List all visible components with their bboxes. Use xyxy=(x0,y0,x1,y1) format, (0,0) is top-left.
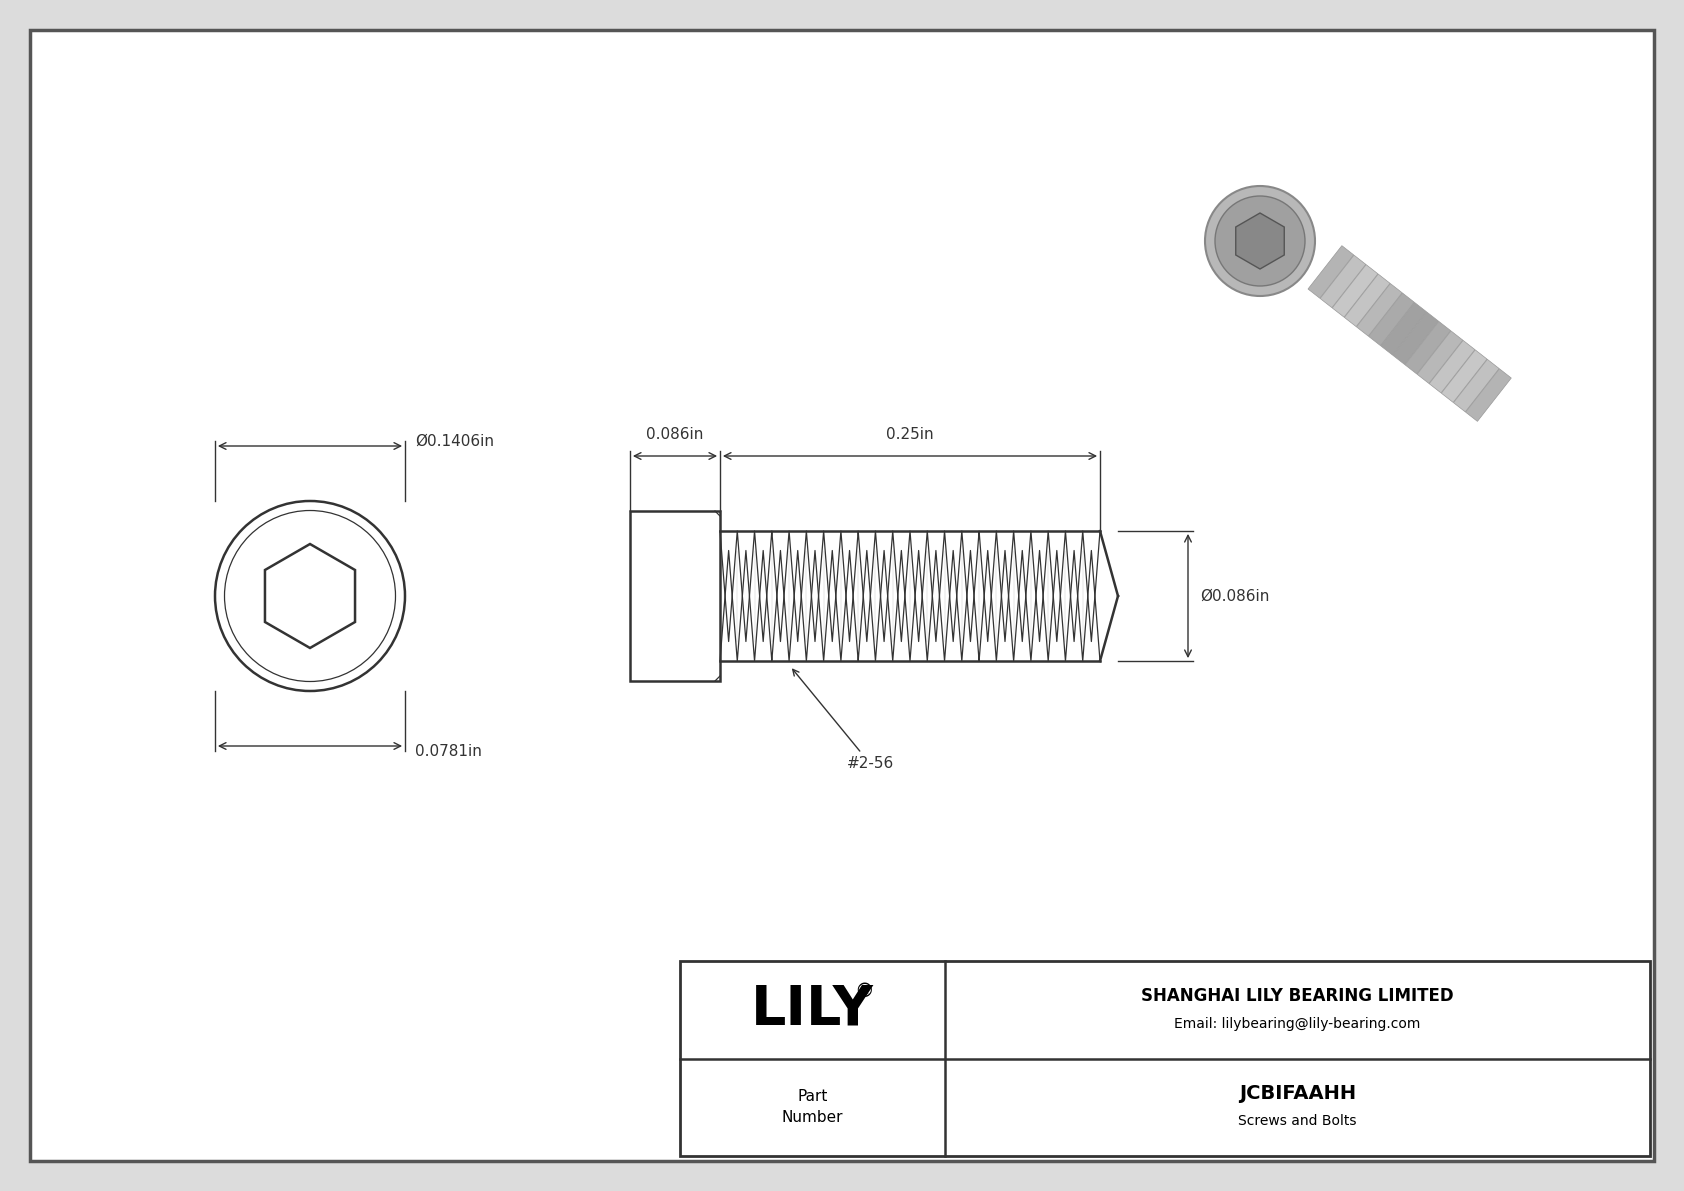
Bar xyxy=(1381,303,1426,355)
Bar xyxy=(1320,255,1366,307)
Polygon shape xyxy=(264,544,355,648)
Polygon shape xyxy=(1236,213,1285,269)
Text: Part
Number: Part Number xyxy=(781,1090,844,1125)
Text: 0.086in: 0.086in xyxy=(647,428,704,442)
Bar xyxy=(1344,274,1389,326)
Bar xyxy=(1442,350,1487,403)
Text: 0.25in: 0.25in xyxy=(886,428,935,442)
Text: Ø0.086in: Ø0.086in xyxy=(1201,588,1270,604)
Text: LILY: LILY xyxy=(751,983,874,1036)
Bar xyxy=(680,961,1650,1156)
Bar xyxy=(1369,293,1415,345)
Text: Ø0.1406in: Ø0.1406in xyxy=(414,434,493,449)
Circle shape xyxy=(224,511,396,681)
Text: ®: ® xyxy=(855,983,874,1002)
Bar xyxy=(1453,360,1499,412)
Text: 0.0781in: 0.0781in xyxy=(414,743,482,759)
Text: SHANGHAI LILY BEARING LIMITED: SHANGHAI LILY BEARING LIMITED xyxy=(1142,987,1453,1005)
Bar xyxy=(1332,264,1378,317)
Bar xyxy=(1357,283,1403,336)
Bar xyxy=(1404,322,1450,374)
Bar xyxy=(1430,341,1475,393)
Ellipse shape xyxy=(1206,186,1315,297)
Bar xyxy=(1418,331,1463,384)
Text: Screws and Bolts: Screws and Bolts xyxy=(1238,1115,1357,1128)
Circle shape xyxy=(216,501,404,691)
Bar xyxy=(1465,369,1511,422)
Text: Email: lilybearing@lily-bearing.com: Email: lilybearing@lily-bearing.com xyxy=(1174,1017,1421,1030)
Ellipse shape xyxy=(1214,197,1305,286)
Bar xyxy=(630,511,721,681)
Text: JCBIFAAHH: JCBIFAAHH xyxy=(1239,1084,1356,1103)
Bar xyxy=(1308,245,1354,298)
Bar xyxy=(1393,312,1438,364)
Text: #2-56: #2-56 xyxy=(793,669,894,771)
